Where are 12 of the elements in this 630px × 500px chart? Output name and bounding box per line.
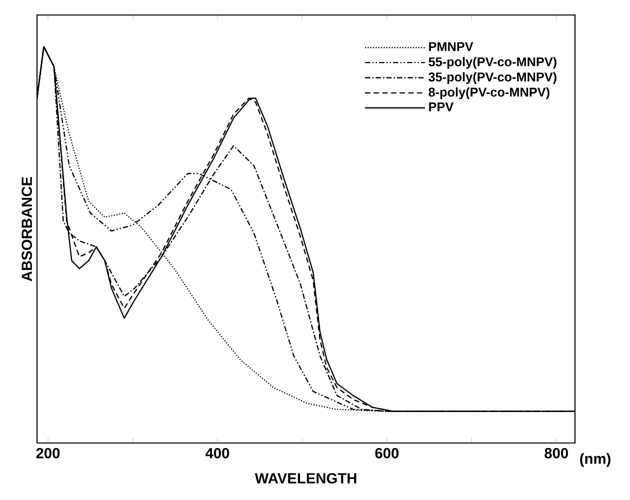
x-tick-label: 600 — [375, 448, 399, 458]
text: (nm) — [580, 453, 610, 467]
x-axis-title: WAVELENGTH — [254, 473, 356, 484]
x-tick-label: 400 — [205, 448, 230, 458]
legend-label: PMNPV — [429, 42, 474, 51]
y-axis-title: ABSORBANCE — [22, 177, 32, 282]
legend-label: 8-poly(PV-co-MNPV) — [428, 87, 550, 100]
legend-label: 55-poly(PV-co-MNPV) — [428, 56, 556, 69]
x-tick-label: 200 — [36, 448, 60, 458]
x-tick-label: 800 — [544, 448, 568, 458]
legend-label: PPV — [429, 102, 454, 112]
legend-label: 35-poly(PV-co-MNPV) — [428, 72, 556, 84]
